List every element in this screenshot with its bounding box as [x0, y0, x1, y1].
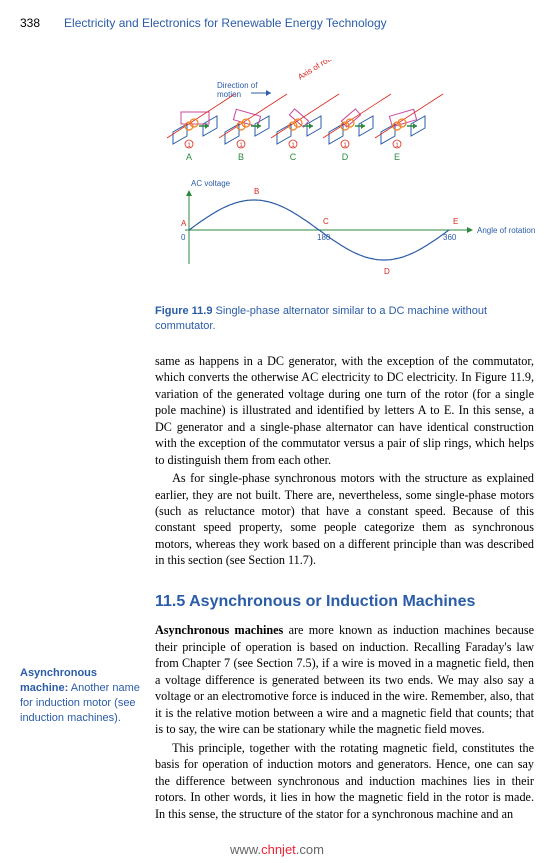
svg-text:1: 1 [395, 143, 399, 149]
svg-text:D: D [384, 267, 390, 276]
svg-text:B: B [254, 187, 259, 196]
watermark: www.chnjet.com [0, 842, 554, 857]
svg-text:360: 360 [443, 233, 457, 242]
svg-text:C: C [323, 217, 329, 226]
svg-text:1: 1 [187, 143, 191, 149]
paragraph-4: This principle, together with the rotati… [155, 740, 534, 822]
page-number: 338 [20, 16, 40, 30]
figure-label: Figure 11.9 [155, 305, 212, 317]
paragraph-1: same as happens in a DC generator, with … [155, 353, 534, 468]
paragraph-3: Asynchronous machines are more known as … [155, 622, 534, 737]
svg-text:D: D [342, 152, 349, 162]
section-heading: 11.5 Asynchronous or Induction Machines [155, 591, 534, 613]
svg-text:AC voltage: AC voltage [191, 179, 231, 188]
svg-text:C: C [290, 152, 297, 162]
section-title: Asynchronous or Induction Machines [189, 593, 475, 610]
svg-text:A: A [181, 219, 187, 228]
section-number: 11.5 [155, 593, 185, 610]
svg-text:B: B [238, 152, 244, 162]
svg-text:0: 0 [181, 233, 186, 242]
book-title: Electricity and Electronics for Renewabl… [64, 16, 387, 30]
svg-text:E: E [394, 152, 400, 162]
svg-text:1: 1 [291, 143, 295, 149]
svg-text:E: E [453, 217, 458, 226]
wm-a: www. [230, 842, 261, 857]
figure-caption: Figure 11.9 Single-phase alternator simi… [155, 304, 525, 335]
svg-text:Axis of rotation: Axis of rotation [296, 60, 346, 82]
figure-11-9: Direction ofmotionAxis of rotation1A1B1C… [155, 60, 535, 335]
svg-text:1: 1 [343, 143, 347, 149]
wm-b: chnjet [261, 842, 296, 857]
svg-text:180: 180 [317, 233, 331, 242]
wm-c: .com [296, 842, 324, 857]
sidenote: Asynchronous machine: Another name for i… [20, 666, 140, 725]
figure-svg: Direction ofmotionAxis of rotation1A1B1C… [155, 60, 535, 290]
svg-text:Direction of: Direction of [217, 81, 258, 90]
paragraph-3-bold: Asynchronous machines [155, 623, 283, 637]
svg-text:A: A [186, 152, 192, 162]
paragraph-2: As for single-phase synchronous motors w… [155, 470, 534, 569]
svg-text:Angle of rotation (degrees): Angle of rotation (degrees) [477, 226, 535, 235]
svg-text:1: 1 [239, 143, 243, 149]
